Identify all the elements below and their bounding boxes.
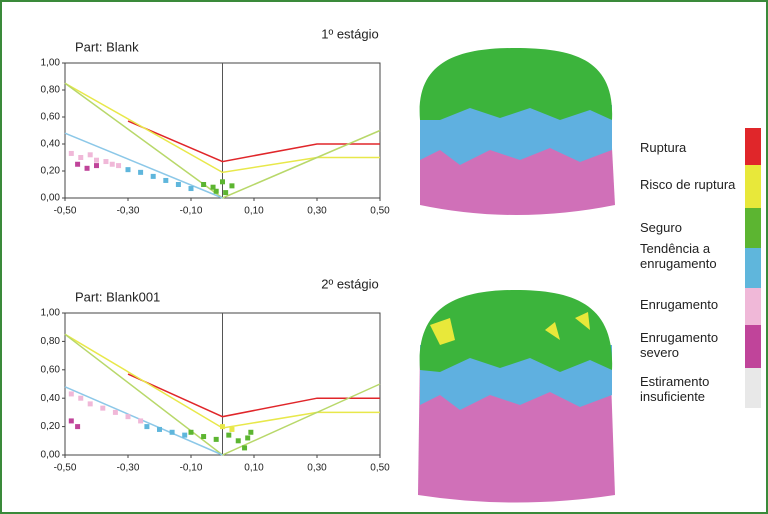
data-point (75, 424, 80, 429)
data-point (226, 433, 231, 438)
data-point (220, 424, 225, 429)
legend-label: Tendência a enrugamento (640, 241, 740, 271)
y-tick-label: 0,80 (41, 336, 61, 347)
data-point (69, 391, 74, 396)
legend-label: Risco de ruptura (640, 177, 740, 192)
legend-label: Estiramento insuficiente (640, 374, 740, 404)
data-point (176, 182, 181, 187)
limit-line (65, 133, 223, 198)
legend-label: Enrugamento (640, 297, 740, 312)
data-point (242, 445, 247, 450)
legend-swatch (745, 128, 761, 165)
data-point (88, 152, 93, 157)
legend-swatch (745, 165, 761, 208)
limit-line (128, 121, 380, 162)
x-tick-label: -0,50 (54, 206, 77, 217)
y-tick-label: 0,00 (41, 450, 61, 461)
data-point (223, 190, 228, 195)
data-point (113, 410, 118, 415)
x-tick-label: -0,30 (117, 463, 140, 474)
legend-swatch (745, 208, 761, 248)
x-tick-label: 0,10 (244, 463, 264, 474)
legend-swatch (745, 288, 761, 325)
data-point (245, 435, 250, 440)
data-point (201, 182, 206, 187)
data-point (116, 163, 121, 168)
x-tick-label: 0,10 (244, 206, 264, 217)
data-point (144, 424, 149, 429)
chart-subtitle: 1º estágio (321, 26, 379, 41)
x-tick-label: 0,30 (307, 206, 327, 217)
data-point (75, 162, 80, 167)
y-tick-label: 1,00 (41, 308, 61, 319)
limit-line (128, 374, 380, 417)
y-tick-label: 0,60 (41, 364, 61, 375)
data-point (248, 430, 253, 435)
data-point (229, 427, 234, 432)
y-tick-label: 0,00 (41, 193, 61, 204)
data-point (151, 174, 156, 179)
page: Part: Blank 1º estágio 0,00 0,20 0,40 0,60 0,8… (0, 0, 768, 514)
y-tick-label: 0,20 (41, 421, 61, 432)
legend-swatch (745, 368, 761, 408)
data-point (182, 433, 187, 438)
data-point (214, 189, 219, 194)
legend-label: Ruptura (640, 140, 740, 155)
data-point (69, 418, 74, 423)
legend-swatch (745, 248, 761, 288)
y-tick-label: 0,40 (41, 139, 61, 150)
data-point (78, 155, 83, 160)
x-tick-label: -0,30 (117, 206, 140, 217)
data-point (189, 186, 194, 191)
data-point (85, 166, 90, 171)
data-point (94, 163, 99, 168)
data-point (157, 427, 162, 432)
legend-label: Enrugamento severo (640, 330, 740, 360)
data-point (170, 430, 175, 435)
legend-swatch (745, 325, 761, 368)
x-tick-label: 0,50 (370, 206, 390, 217)
data-point (138, 170, 143, 175)
x-tick-label: 0,30 (307, 463, 327, 474)
y-tick-label: 0,80 (41, 85, 61, 96)
dome-1 (420, 48, 615, 215)
data-point (220, 179, 225, 184)
data-point (78, 396, 83, 401)
x-tick-label: -0,50 (54, 463, 77, 474)
data-point (100, 406, 105, 411)
chart-title: Part: Blank001 (75, 289, 160, 304)
data-point (88, 401, 93, 406)
data-point (189, 430, 194, 435)
y-tick-label: 0,20 (41, 166, 61, 177)
x-tick-label: -0,10 (180, 206, 203, 217)
y-tick-label: 0,40 (41, 393, 61, 404)
data-point (103, 159, 108, 164)
data-point (163, 178, 168, 183)
chart-subtitle: 2º estágio (321, 276, 379, 291)
data-point (94, 158, 99, 163)
x-tick-label: 0,50 (370, 463, 390, 474)
x-tick-label: -0,10 (180, 463, 203, 474)
data-point (69, 151, 74, 156)
data-point (126, 167, 131, 172)
chart-title: Part: Blank (75, 39, 139, 54)
data-point (214, 437, 219, 442)
data-point (126, 414, 131, 419)
y-tick-label: 0,60 (41, 112, 61, 123)
dome-2 (418, 290, 615, 503)
limit-line (65, 387, 223, 455)
y-tick-label: 1,00 (41, 58, 61, 69)
data-point (229, 183, 234, 188)
data-point (138, 418, 143, 423)
data-point (236, 438, 241, 443)
legend-label: Seguro (640, 220, 740, 235)
data-point (201, 434, 206, 439)
data-point (110, 162, 115, 167)
